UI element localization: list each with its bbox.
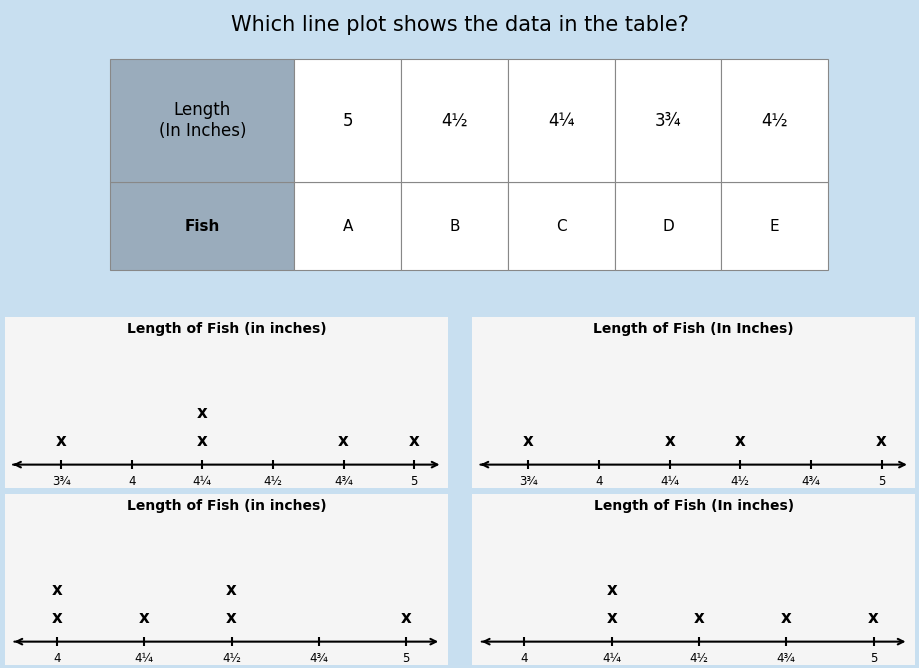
Text: x: x [734, 432, 744, 450]
Text: 4½: 4½ [221, 652, 241, 665]
Text: x: x [606, 581, 617, 599]
Text: 4½: 4½ [688, 652, 708, 665]
FancyBboxPatch shape [110, 59, 294, 182]
Text: x: x [523, 432, 533, 450]
Text: x: x [197, 404, 208, 422]
Text: Which line plot shows the data in the table?: Which line plot shows the data in the ta… [231, 15, 688, 35]
Text: x: x [226, 609, 237, 627]
Text: Fish: Fish [185, 219, 220, 234]
Text: x: x [51, 581, 62, 599]
Text: A: A [342, 219, 353, 234]
Text: 5: 5 [342, 112, 353, 130]
Text: x: x [606, 609, 617, 627]
Text: x: x [875, 432, 886, 450]
Text: D: D [662, 219, 673, 234]
Text: B: B [448, 219, 460, 234]
FancyBboxPatch shape [507, 59, 614, 182]
Text: Length of Fish (In inches): Length of Fish (In inches) [593, 500, 793, 514]
Text: Length
(In Inches): Length (In Inches) [158, 101, 246, 140]
Text: x: x [408, 432, 419, 450]
Text: 4½: 4½ [761, 112, 787, 130]
FancyBboxPatch shape [614, 182, 720, 271]
Text: 4¼: 4¼ [548, 112, 573, 130]
Text: 5: 5 [877, 475, 884, 488]
Text: 4¼: 4¼ [660, 475, 678, 488]
Text: x: x [338, 432, 348, 450]
FancyBboxPatch shape [110, 182, 294, 271]
FancyBboxPatch shape [614, 59, 720, 182]
Text: Length of Fish (in inches): Length of Fish (in inches) [127, 500, 325, 514]
FancyBboxPatch shape [294, 59, 401, 182]
Text: 4½: 4½ [263, 475, 282, 488]
FancyBboxPatch shape [720, 182, 827, 271]
Text: 4: 4 [520, 652, 528, 665]
Text: x: x [664, 432, 675, 450]
FancyBboxPatch shape [401, 59, 507, 182]
Text: x: x [51, 609, 62, 627]
Text: x: x [693, 609, 704, 627]
Text: 4¼: 4¼ [601, 652, 620, 665]
FancyBboxPatch shape [507, 182, 614, 271]
Text: 4¾: 4¾ [309, 652, 328, 665]
Text: 4½: 4½ [441, 112, 467, 130]
Text: 4¾: 4¾ [334, 475, 353, 488]
Text: x: x [56, 432, 66, 450]
Text: 3¾: 3¾ [654, 112, 680, 130]
Text: 4: 4 [128, 475, 135, 488]
Text: 4: 4 [53, 652, 61, 665]
Text: 3¾: 3¾ [518, 475, 538, 488]
FancyBboxPatch shape [294, 182, 401, 271]
Text: x: x [401, 609, 411, 627]
Text: Length of Fish (In Inches): Length of Fish (In Inches) [593, 323, 793, 337]
Text: 5: 5 [868, 652, 876, 665]
Text: 4¼: 4¼ [134, 652, 153, 665]
Text: 4½: 4½ [730, 475, 749, 488]
Text: E: E [769, 219, 778, 234]
Text: x: x [868, 609, 878, 627]
Text: 5: 5 [402, 652, 409, 665]
Text: x: x [780, 609, 790, 627]
Text: Length of Fish (in inches): Length of Fish (in inches) [127, 323, 325, 337]
Text: 4: 4 [595, 475, 602, 488]
FancyBboxPatch shape [401, 182, 507, 271]
Text: 5: 5 [410, 475, 417, 488]
Text: 4¼: 4¼ [193, 475, 211, 488]
Text: x: x [139, 609, 150, 627]
Text: 3¾: 3¾ [51, 475, 71, 488]
Text: x: x [197, 432, 208, 450]
Text: x: x [226, 581, 237, 599]
FancyBboxPatch shape [720, 59, 827, 182]
Text: 4¾: 4¾ [776, 652, 795, 665]
Text: C: C [555, 219, 566, 234]
Text: 4¾: 4¾ [800, 475, 820, 488]
